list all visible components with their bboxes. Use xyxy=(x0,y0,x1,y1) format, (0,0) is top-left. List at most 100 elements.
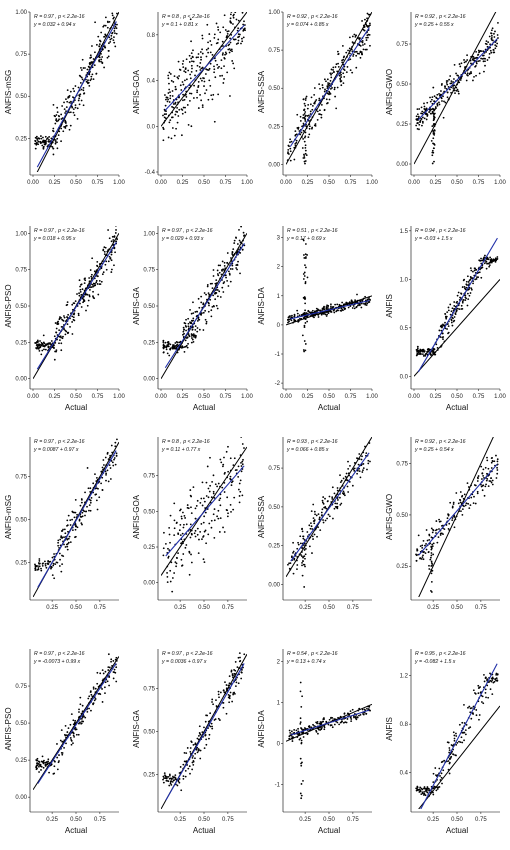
data-point xyxy=(43,762,45,764)
data-point xyxy=(438,518,440,521)
data-point xyxy=(39,765,42,768)
data-point xyxy=(453,301,456,303)
data-point xyxy=(478,259,481,262)
data-point xyxy=(95,499,98,502)
data-point xyxy=(104,692,106,695)
data-point xyxy=(221,486,224,489)
correlation-annotation: R = 0.8 , p < 2.2e-16 xyxy=(162,439,210,445)
data-point xyxy=(318,99,321,102)
data-point xyxy=(459,491,462,493)
data-point xyxy=(215,292,218,294)
data-point xyxy=(185,523,188,526)
data-point xyxy=(300,706,303,708)
data-point xyxy=(88,295,91,298)
data-point xyxy=(60,729,63,731)
data-point xyxy=(302,728,305,731)
data-point xyxy=(58,760,60,762)
x-tick-label: 0.75 xyxy=(222,605,234,611)
data-point xyxy=(426,539,429,542)
data-point xyxy=(181,81,184,83)
data-point xyxy=(106,56,109,59)
data-point xyxy=(106,26,109,29)
data-point xyxy=(88,73,91,76)
data-point xyxy=(240,42,242,45)
data-point xyxy=(188,334,190,337)
data-point xyxy=(303,324,306,327)
data-point xyxy=(432,112,434,115)
data-point xyxy=(328,515,331,518)
data-point xyxy=(299,681,302,684)
data-point xyxy=(226,5,228,7)
scatter-panel-8: 0.00.51.01.50.00 0.25 0.50 0.75 1.00ANFISAct… xyxy=(385,226,506,412)
data-point xyxy=(420,106,423,109)
data-point xyxy=(65,124,68,127)
data-point xyxy=(66,301,69,304)
data-point xyxy=(78,519,81,522)
data-point xyxy=(34,140,37,143)
data-point xyxy=(230,48,233,51)
data-point xyxy=(367,13,370,16)
data-point xyxy=(192,340,195,343)
data-point xyxy=(484,466,487,469)
data-point xyxy=(227,30,230,33)
data-point xyxy=(234,38,237,41)
data-point xyxy=(417,115,420,118)
data-point xyxy=(236,250,239,252)
data-point xyxy=(228,423,230,425)
data-point xyxy=(69,723,72,726)
data-point xyxy=(222,45,224,47)
data-point xyxy=(98,56,101,59)
data-point xyxy=(494,44,497,47)
data-point xyxy=(72,96,74,98)
data-point xyxy=(209,282,212,285)
data-point xyxy=(497,37,499,39)
data-point xyxy=(292,541,294,544)
data-point xyxy=(187,317,190,320)
data-point xyxy=(295,729,298,732)
data-point xyxy=(475,714,478,717)
data-point xyxy=(61,753,64,756)
y-tick-label: 3 xyxy=(277,236,281,242)
data-point xyxy=(208,490,211,493)
scatter-panel-1: 0.250.500.751.000.00 0.25 0.50 0.75 1.00ANFI… xyxy=(4,10,125,186)
data-point xyxy=(349,464,351,467)
data-point xyxy=(480,465,483,468)
data-point xyxy=(286,319,289,321)
data-point xyxy=(212,93,215,96)
data-point xyxy=(458,81,461,84)
data-point xyxy=(415,559,418,562)
data-point xyxy=(456,88,459,91)
data-point xyxy=(65,106,68,108)
regression-line xyxy=(37,662,117,784)
data-point xyxy=(485,51,488,53)
data-point xyxy=(187,325,190,328)
data-point xyxy=(326,313,328,316)
x-tick-label: 0.25 xyxy=(302,394,314,400)
data-point xyxy=(98,59,100,62)
data-point xyxy=(290,556,293,559)
data-point xyxy=(484,254,486,257)
data-point xyxy=(481,695,484,698)
data-point xyxy=(211,481,214,483)
data-point xyxy=(289,141,291,144)
data-point xyxy=(63,328,65,331)
data-point xyxy=(36,137,38,140)
data-point xyxy=(167,74,170,77)
data-point xyxy=(223,264,226,267)
data-point xyxy=(303,350,305,353)
data-point xyxy=(464,729,467,732)
x-tick-label: 0.75 xyxy=(475,605,487,611)
data-point xyxy=(304,553,307,556)
data-point xyxy=(242,223,244,225)
data-point xyxy=(189,73,192,76)
data-point xyxy=(113,668,116,671)
data-point xyxy=(422,554,424,557)
data-point xyxy=(172,103,175,105)
data-point xyxy=(426,101,429,104)
data-point xyxy=(311,309,314,312)
data-point xyxy=(342,721,345,724)
data-point xyxy=(52,562,55,565)
data-point xyxy=(34,567,37,570)
data-point xyxy=(114,251,116,254)
data-point xyxy=(53,553,55,555)
